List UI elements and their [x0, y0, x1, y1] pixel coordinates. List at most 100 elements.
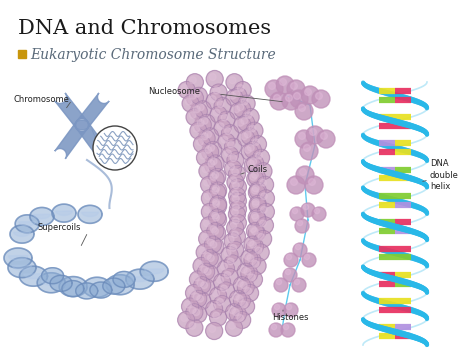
- Circle shape: [198, 263, 215, 280]
- Circle shape: [252, 214, 259, 221]
- Circle shape: [282, 92, 300, 110]
- Circle shape: [237, 298, 255, 315]
- Circle shape: [247, 155, 264, 172]
- Polygon shape: [15, 215, 39, 233]
- Circle shape: [210, 241, 217, 248]
- Circle shape: [241, 98, 248, 105]
- Circle shape: [221, 114, 228, 121]
- Circle shape: [194, 292, 211, 309]
- Polygon shape: [30, 207, 54, 225]
- Circle shape: [232, 217, 239, 224]
- Circle shape: [252, 171, 258, 178]
- Circle shape: [206, 322, 223, 339]
- Circle shape: [247, 170, 264, 187]
- Circle shape: [292, 278, 306, 292]
- Polygon shape: [78, 205, 102, 223]
- Circle shape: [213, 312, 219, 319]
- Circle shape: [221, 125, 238, 142]
- Circle shape: [248, 168, 265, 185]
- Circle shape: [190, 92, 196, 99]
- Circle shape: [204, 252, 221, 269]
- Circle shape: [230, 245, 237, 251]
- Circle shape: [233, 91, 240, 97]
- Circle shape: [269, 323, 283, 337]
- Circle shape: [257, 203, 274, 220]
- Circle shape: [245, 131, 251, 138]
- Circle shape: [206, 71, 223, 87]
- Text: Eukaryotic Chromosome Structure: Eukaryotic Chromosome Structure: [30, 48, 276, 62]
- Polygon shape: [19, 222, 36, 226]
- Circle shape: [244, 253, 251, 260]
- Circle shape: [189, 288, 195, 294]
- Circle shape: [93, 126, 137, 170]
- Circle shape: [253, 139, 259, 146]
- Circle shape: [250, 158, 256, 165]
- Circle shape: [210, 182, 227, 199]
- Circle shape: [244, 236, 261, 253]
- Circle shape: [255, 163, 272, 180]
- Circle shape: [226, 319, 243, 336]
- Circle shape: [224, 233, 241, 250]
- Circle shape: [287, 176, 305, 194]
- Circle shape: [214, 98, 231, 115]
- Circle shape: [228, 322, 236, 329]
- Circle shape: [220, 285, 228, 292]
- Circle shape: [204, 268, 211, 275]
- Circle shape: [234, 116, 251, 133]
- Polygon shape: [77, 93, 109, 129]
- Circle shape: [255, 247, 262, 254]
- Polygon shape: [24, 274, 43, 279]
- Circle shape: [281, 323, 295, 337]
- Circle shape: [245, 112, 252, 119]
- Circle shape: [241, 250, 258, 267]
- Circle shape: [201, 133, 208, 140]
- Circle shape: [280, 78, 286, 86]
- Circle shape: [233, 292, 250, 309]
- Circle shape: [209, 304, 216, 310]
- Circle shape: [227, 152, 244, 169]
- Circle shape: [201, 265, 218, 282]
- Circle shape: [208, 144, 215, 151]
- Circle shape: [226, 89, 243, 106]
- Circle shape: [229, 92, 236, 99]
- Circle shape: [310, 129, 317, 135]
- Circle shape: [210, 84, 227, 101]
- Circle shape: [292, 208, 298, 214]
- Circle shape: [252, 201, 259, 207]
- Circle shape: [221, 136, 228, 143]
- Circle shape: [249, 196, 266, 213]
- Text: Supercoils: Supercoils: [38, 224, 82, 233]
- Circle shape: [190, 290, 207, 307]
- Circle shape: [248, 209, 265, 226]
- Circle shape: [249, 197, 266, 214]
- Circle shape: [201, 250, 218, 267]
- Circle shape: [302, 253, 316, 267]
- Circle shape: [210, 309, 227, 326]
- Circle shape: [253, 149, 270, 166]
- Circle shape: [227, 241, 244, 258]
- Circle shape: [290, 207, 304, 221]
- Circle shape: [228, 228, 246, 245]
- Circle shape: [247, 255, 254, 262]
- Circle shape: [251, 212, 258, 219]
- Circle shape: [214, 120, 231, 137]
- Polygon shape: [76, 283, 98, 299]
- Circle shape: [196, 244, 213, 261]
- Circle shape: [274, 304, 280, 310]
- Circle shape: [249, 211, 266, 228]
- Circle shape: [210, 197, 227, 214]
- Circle shape: [300, 169, 306, 175]
- Circle shape: [228, 206, 246, 223]
- Polygon shape: [19, 266, 47, 286]
- Circle shape: [295, 244, 301, 250]
- Circle shape: [203, 220, 210, 227]
- Circle shape: [230, 177, 237, 184]
- Circle shape: [269, 83, 275, 89]
- Circle shape: [214, 273, 230, 290]
- Circle shape: [213, 214, 219, 221]
- Circle shape: [233, 204, 239, 211]
- Circle shape: [297, 220, 303, 226]
- Circle shape: [212, 228, 219, 234]
- Circle shape: [204, 179, 210, 186]
- Circle shape: [210, 106, 227, 123]
